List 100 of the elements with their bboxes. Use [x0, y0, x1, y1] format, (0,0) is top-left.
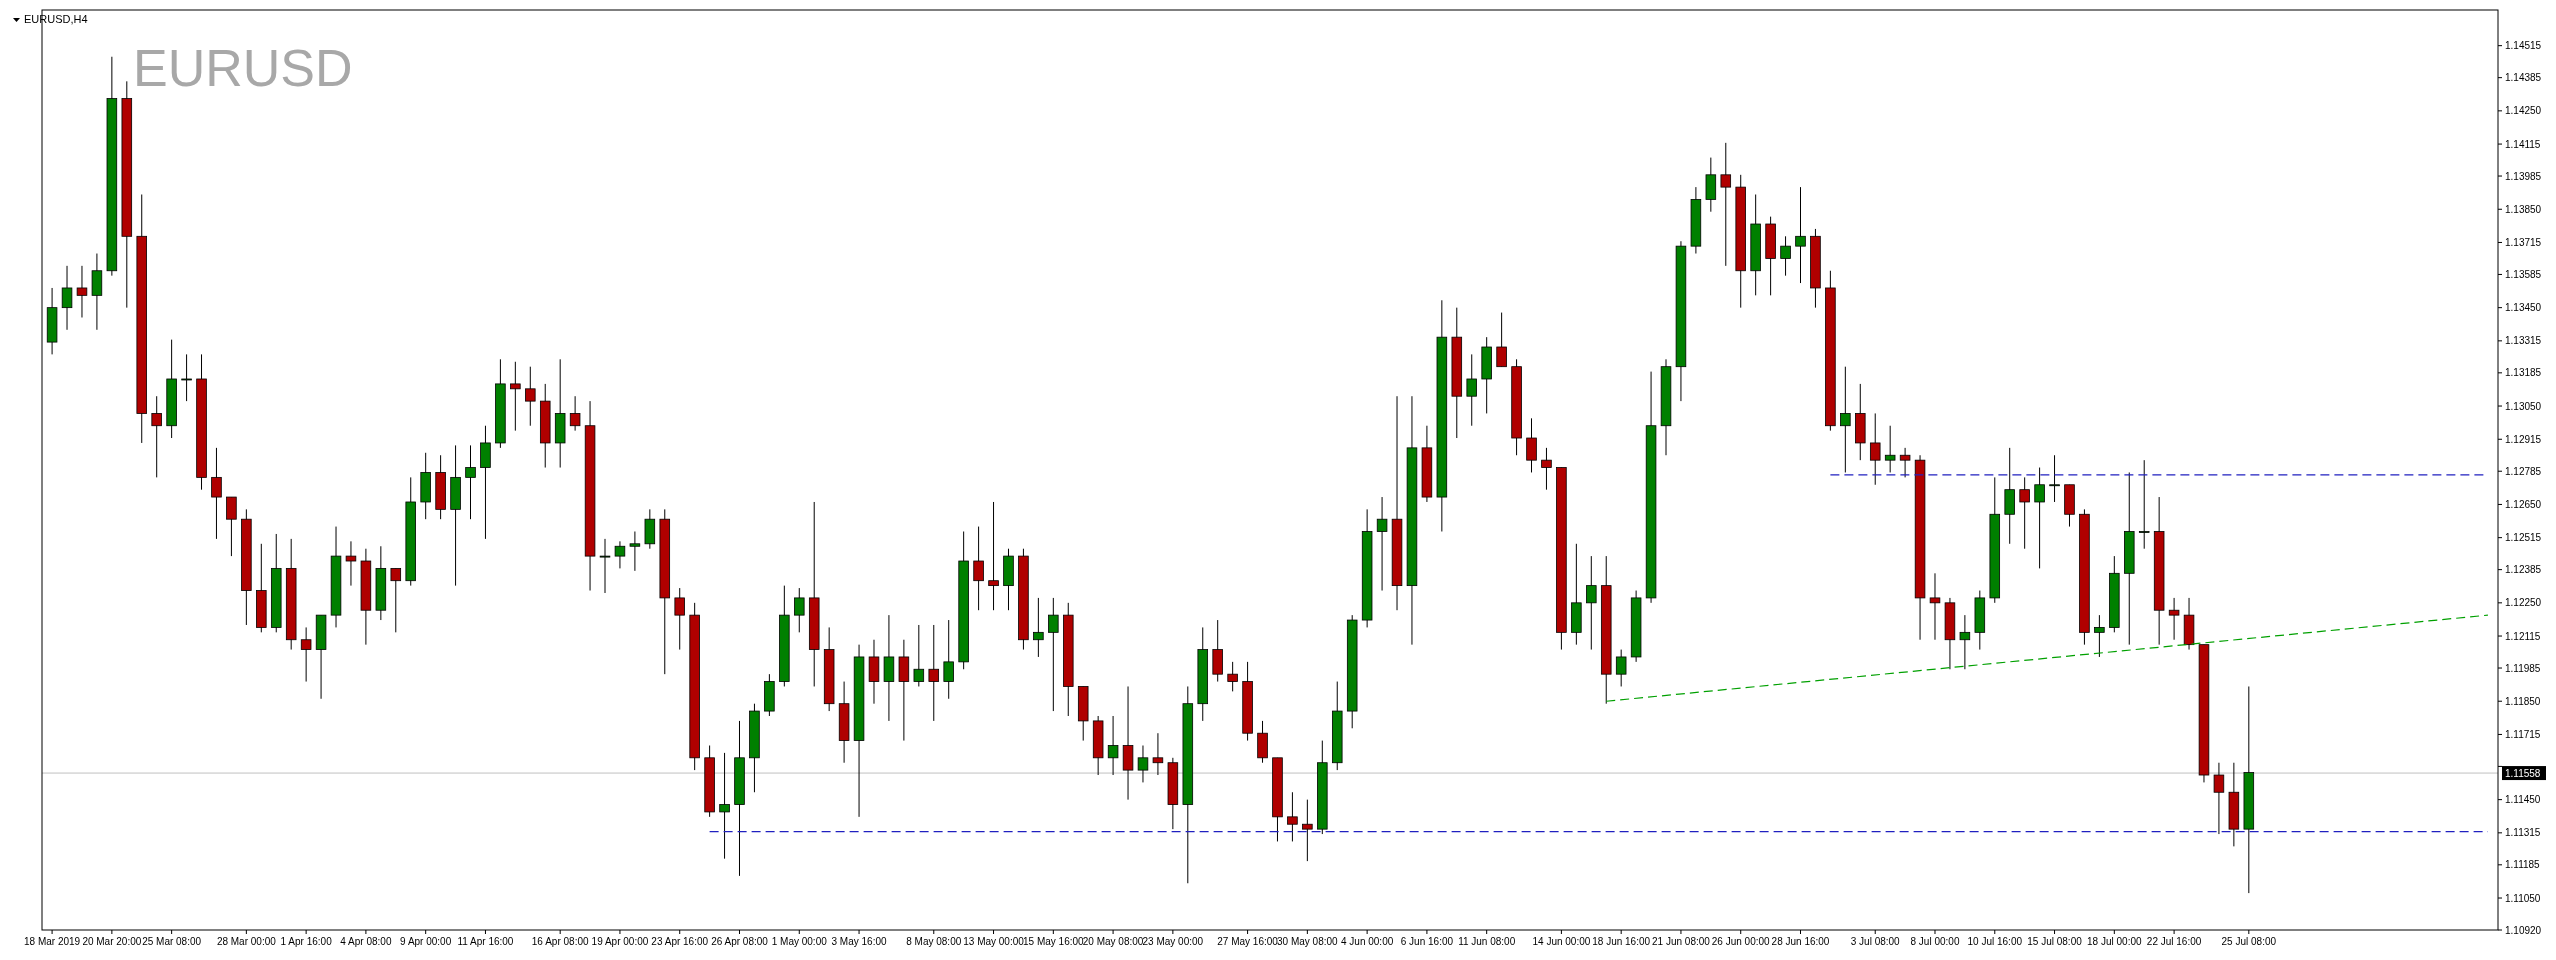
candlestick	[629, 531, 641, 572]
candlestick	[1780, 235, 1791, 277]
candlestick	[1496, 312, 1507, 368]
candlestick	[1899, 447, 1911, 478]
candlestick	[2049, 454, 2060, 503]
candlestick	[510, 361, 521, 432]
x-tick-label: 26 Apr 08:00	[711, 936, 769, 947]
x-tick-label: 15 Jul 08:00	[2027, 936, 2083, 947]
x-tick-label: 19 Apr 00:00	[591, 936, 649, 947]
y-tick-label: 1.13985	[2505, 170, 2542, 182]
y-tick-label: 1.13585	[2505, 268, 2542, 280]
y-tick-label: 1.12785	[2505, 465, 2542, 477]
x-tick-label: 26 Jun 00:00	[1711, 936, 1771, 947]
y-tick-label: 1.12250	[2505, 597, 2542, 609]
x-tick-label: 27 May 16:00	[1217, 936, 1279, 947]
candlestick	[1929, 572, 1941, 641]
candlestick	[1137, 745, 1149, 783]
candlestick	[928, 624, 940, 722]
x-tick-label: 9 Apr 00:00	[400, 936, 452, 947]
candlestick	[181, 353, 192, 402]
x-tick-label: 1 May 00:00	[771, 936, 828, 947]
y-tick-label: 1.13450	[2505, 302, 2542, 314]
x-tick-label: 20 May 08:00	[1082, 936, 1144, 947]
x-tick-label: 18 Jul 00:00	[2087, 936, 2142, 947]
candlestick	[1541, 447, 1552, 491]
x-tick-label: 25 Mar 08:00	[142, 936, 202, 947]
x-tick-label: 25 Jul 08:00	[2221, 936, 2277, 947]
candlestick	[943, 619, 954, 700]
candlestick	[1586, 555, 1597, 651]
candlestick	[1884, 425, 1896, 473]
x-tick-label: 28 Mar 00:00	[216, 936, 277, 947]
x-tick-label: 13 May 00:00	[963, 936, 1025, 947]
candlestick	[1615, 649, 1627, 687]
y-tick-label: 1.12915	[2505, 433, 2542, 445]
candlestick	[345, 540, 357, 587]
candlestick	[1048, 597, 1059, 712]
candlestick	[1869, 412, 1881, 486]
candlestick	[2019, 476, 2030, 550]
candlestick	[988, 501, 999, 611]
y-tick-label: 1.11715	[2505, 728, 2541, 740]
candlestick	[2168, 597, 2180, 641]
x-tick-label: 28 Jun 16:00	[1771, 936, 1830, 947]
candlestick	[390, 567, 402, 633]
candlestick	[1840, 366, 1851, 473]
candlestick	[1107, 715, 1119, 776]
candlestick	[569, 395, 581, 432]
candlestick	[211, 447, 222, 540]
candlestick	[1287, 791, 1298, 842]
candlestick	[2213, 762, 2225, 835]
x-tick-label: 1 Apr 16:00	[280, 936, 333, 947]
candlestick	[300, 626, 312, 683]
x-tick-label: 30 May 08:00	[1277, 936, 1339, 947]
candlestick	[151, 395, 162, 478]
chart-subtitle: EURUSD,H4	[24, 13, 88, 25]
ref-line-label: 1.11558	[2505, 767, 2541, 779]
x-tick-label: 23 May 00:00	[1142, 936, 1204, 947]
candlestick	[913, 624, 925, 687]
x-tick-label: 20 Mar 20:00	[82, 936, 142, 947]
candlestick	[2034, 467, 2045, 569]
candlestick	[1795, 186, 1806, 284]
candlestick	[525, 366, 536, 427]
candlestick	[1033, 597, 1044, 658]
candlestick	[2094, 614, 2105, 658]
candlestick	[76, 265, 88, 318]
candlestick	[614, 540, 626, 569]
y-tick-label: 1.13715	[2505, 236, 2542, 248]
candlestick	[226, 496, 237, 557]
y-tick-label: 1.10920	[2505, 924, 2542, 936]
y-tick-label: 1.13315	[2505, 335, 2542, 347]
y-tick-label: 1.14385	[2505, 72, 2542, 84]
x-tick-label: 14 Jun 00:00	[1532, 936, 1591, 947]
y-tick-label: 1.14250	[2505, 105, 2542, 117]
y-tick-label: 1.12115	[2505, 630, 2541, 642]
y-tick-label: 1.11985	[2505, 662, 2541, 674]
x-tick-label: 16 Apr 08:00	[531, 936, 589, 947]
y-tick-label: 1.12385	[2505, 564, 2542, 576]
x-tick-label: 6 Jun 16:00	[1400, 936, 1454, 947]
x-tick-label: 21 Jun 08:00	[1652, 936, 1711, 947]
candlestick	[794, 587, 805, 633]
x-tick-label: 3 Jul 08:00	[1850, 936, 1901, 947]
x-tick-label: 4 Apr 08:00	[340, 936, 392, 947]
y-tick-label: 1.11185	[2505, 859, 2541, 871]
candlestick	[1227, 661, 1238, 692]
x-tick-label: 22 Jul 16:00	[2146, 936, 2202, 947]
text: EURUSD	[133, 39, 353, 97]
y-tick-label: 1.13050	[2505, 400, 2542, 412]
x-tick-label: 3 May 16:00	[831, 936, 887, 947]
y-tick-label: 1.12650	[2505, 498, 2542, 510]
x-tick-label: 18 Jun 16:00	[1592, 936, 1651, 947]
candlestick	[1526, 417, 1537, 473]
candlestick	[1466, 353, 1477, 427]
candlestick	[1720, 142, 1732, 267]
x-tick-label: 18 Mar 2019	[24, 936, 81, 947]
candlestick	[719, 752, 730, 860]
y-tick-label: 1.12515	[2505, 532, 2542, 544]
x-tick-label: 23 Apr 16:00	[651, 936, 709, 947]
x-tick-label: 8 May 08:00	[906, 936, 962, 947]
x-tick-label: 11 Jun 08:00	[1458, 936, 1516, 947]
y-tick-label: 1.13185	[2505, 367, 2542, 379]
x-tick-label: 4 Jun 00:00	[1341, 936, 1394, 947]
